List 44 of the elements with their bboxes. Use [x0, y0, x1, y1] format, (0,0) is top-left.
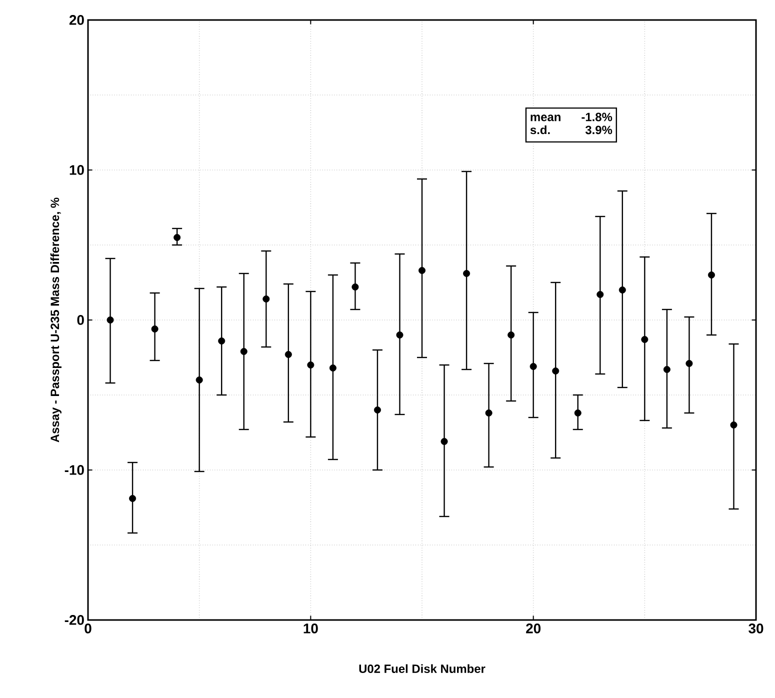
point	[129, 494, 136, 502]
point	[730, 421, 738, 428]
x-tick-label: 30	[748, 623, 764, 634]
point	[352, 283, 359, 290]
point	[218, 337, 226, 344]
point	[530, 362, 537, 370]
point	[418, 266, 426, 274]
y-tick-label: 10	[70, 165, 84, 175]
point	[106, 316, 114, 324]
y-tick-label: 0	[77, 315, 84, 325]
point	[151, 325, 158, 332]
point	[574, 409, 582, 416]
point	[396, 331, 404, 338]
annotation: 3.9%	[585, 126, 612, 134]
point	[463, 270, 470, 277]
x-tick-label: 10	[304, 623, 318, 634]
point	[618, 286, 626, 294]
x-tick-label: 20	[526, 623, 541, 634]
point	[174, 234, 181, 241]
annotation: mean	[530, 114, 560, 122]
point	[508, 331, 515, 338]
point	[686, 360, 693, 367]
x-axis-title: U02 Fuel Disk Number	[359, 664, 486, 674]
point	[596, 290, 604, 298]
point	[262, 295, 270, 302]
point	[307, 361, 314, 368]
point	[641, 336, 648, 343]
y-tick-label: -20	[64, 615, 84, 625]
point	[284, 350, 292, 358]
annotation: -1.8%	[582, 112, 612, 122]
y-tick-label: 20	[69, 15, 84, 25]
point	[552, 367, 560, 374]
point	[440, 438, 448, 445]
y-axis-title: Assay - Passport U-235 Mass Difference, %	[50, 198, 62, 442]
annotation: s.d.	[530, 125, 550, 134]
point	[663, 366, 670, 373]
point	[708, 271, 715, 278]
point	[329, 364, 336, 372]
point	[196, 376, 203, 384]
point	[485, 409, 492, 416]
x-tick-label: 0	[84, 623, 92, 634]
point	[240, 348, 248, 355]
y-tick-label: -10	[64, 465, 84, 475]
point	[374, 406, 381, 414]
